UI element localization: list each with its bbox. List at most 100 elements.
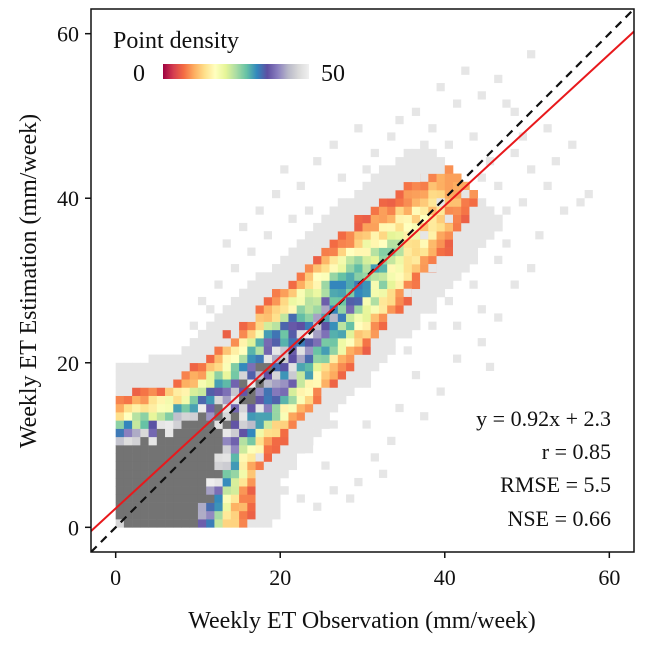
density-bin — [230, 420, 240, 429]
density-bin — [321, 395, 330, 405]
density-bin — [354, 362, 363, 372]
density-bin — [469, 198, 478, 207]
density-bin — [272, 445, 281, 454]
density-bin — [378, 280, 388, 290]
density-bin — [123, 387, 133, 396]
density-bin — [378, 264, 388, 273]
density-bin — [354, 296, 363, 306]
density-bin — [272, 362, 281, 372]
density-bin — [304, 239, 314, 248]
density-bin — [378, 206, 388, 215]
density-bin — [214, 502, 223, 512]
stats-annotation: y = 0.92x + 2.3 r = 0.85 RMSE = 5.5 NSE … — [476, 406, 611, 531]
density-bin — [140, 379, 149, 388]
density-bin — [395, 296, 404, 306]
density-bin — [280, 280, 289, 290]
density-bin — [272, 420, 281, 429]
density-bin — [197, 428, 207, 438]
density-bin — [156, 510, 166, 520]
density-bin — [189, 494, 199, 503]
density-bin — [165, 486, 174, 495]
density-bin — [255, 321, 265, 331]
density-bin — [403, 206, 413, 215]
density-bin — [354, 346, 363, 355]
density-bin — [288, 403, 297, 413]
density-bin — [239, 296, 248, 306]
density-bin — [461, 231, 470, 240]
density-bin — [304, 272, 314, 281]
density-bin — [230, 371, 240, 380]
x-tick-label: 60 — [598, 565, 620, 590]
density-bin — [527, 264, 536, 273]
density-bin — [436, 264, 446, 273]
density-bin — [189, 362, 199, 372]
density-bin — [263, 346, 273, 355]
density-bin — [123, 486, 133, 495]
x-tick-label: 20 — [269, 565, 291, 590]
density-bin — [395, 115, 404, 125]
density-bin — [239, 494, 248, 503]
density-bin — [272, 371, 281, 380]
density-bin — [411, 107, 421, 116]
density-bin — [280, 296, 289, 306]
density-bin — [189, 420, 199, 429]
axes: 0 20 40 60 0 20 40 60 — [57, 22, 620, 590]
density-bin — [272, 280, 281, 290]
density-bin — [362, 305, 372, 314]
density-bin — [411, 148, 421, 158]
density-bin — [346, 346, 355, 355]
density-bin — [206, 305, 215, 314]
density-bin — [444, 181, 454, 191]
density-bin — [148, 379, 158, 388]
density-bin — [206, 420, 215, 429]
density-bin — [387, 239, 396, 248]
density-bin — [304, 338, 314, 347]
density-bin — [346, 222, 355, 232]
density-bin — [156, 436, 166, 446]
density-bin — [156, 379, 166, 388]
density-bin — [132, 379, 141, 388]
density-bin — [255, 510, 265, 520]
density-bin — [197, 379, 207, 388]
density-bin — [148, 395, 158, 405]
density-bin — [288, 338, 297, 347]
density-bin — [173, 486, 182, 495]
density-bin — [346, 214, 355, 224]
density-bin — [263, 453, 273, 462]
density-bin — [411, 272, 421, 281]
density-bin — [313, 371, 322, 380]
density-bin — [255, 305, 265, 314]
density-bin — [494, 181, 503, 190]
density-bin — [296, 395, 306, 405]
density-bin — [165, 403, 174, 413]
density-bin — [263, 272, 273, 281]
density-bin — [453, 239, 462, 248]
density-bin — [378, 329, 388, 339]
density-bin — [411, 288, 421, 298]
density-bin — [288, 321, 297, 331]
density-bin — [477, 91, 486, 100]
density-bin — [197, 477, 207, 487]
density-bin — [197, 469, 207, 479]
density-bin — [263, 445, 273, 454]
density-bin — [173, 453, 182, 462]
density-bin — [132, 469, 141, 479]
density-bin — [370, 338, 380, 347]
density-bin — [296, 494, 305, 503]
density-bin — [444, 173, 454, 183]
correlation-label: r = 0.85 — [542, 439, 611, 464]
legend-title: Point density — [113, 28, 239, 54]
density-bin — [255, 206, 264, 215]
density-bin — [247, 494, 256, 503]
density-bin — [510, 280, 519, 289]
density-bin — [123, 453, 133, 462]
density-bin — [370, 255, 380, 265]
density-bin — [214, 321, 223, 331]
density-bin — [510, 148, 519, 158]
density-bin — [230, 502, 240, 512]
density-bin — [230, 379, 240, 388]
density-bin — [214, 395, 223, 405]
density-bin — [272, 272, 281, 281]
density-bin — [370, 272, 380, 281]
density-bin — [165, 420, 174, 429]
